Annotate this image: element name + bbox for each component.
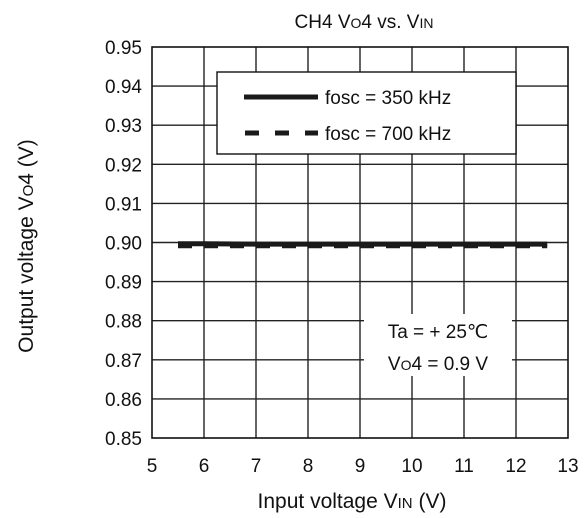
y-tick-label-5: 0.90 [105, 234, 142, 255]
annotation-1-part-0: V [388, 354, 401, 375]
chart-title: CH4 VO4 vs. VIN [295, 12, 434, 33]
y-tick-label-9: 0.94 [105, 77, 142, 98]
chart-title-part-2: 4 vs. V [361, 12, 419, 33]
series-layer [178, 241, 548, 249]
legend: fosc = 350 kHz fosc = 700 kHz [216, 71, 517, 155]
x-axis-label-part-2: (V) [413, 490, 447, 513]
y-axis-label-part-2: 4 (V) [15, 139, 38, 185]
x-tick-label-4: 9 [355, 456, 366, 477]
y-tick-label-7: 0.92 [105, 155, 142, 176]
y-axis-label-part-0: Output voltage V [15, 196, 38, 352]
legend-box [216, 71, 517, 155]
x-tick-label-1: 6 [199, 456, 210, 477]
annotation-0: Ta = + 25℃ [388, 322, 489, 343]
y-axis-label-part-1: O [20, 185, 37, 197]
plot-frame [151, 46, 569, 439]
legend-label-1: fosc = 700 kHz [325, 124, 451, 145]
annotation-1: VO4 = 0.9 V [388, 354, 488, 375]
y-tick-label-3: 0.88 [105, 312, 142, 333]
chart-title-part-1: O [351, 15, 362, 31]
x-tick-label-0: 5 [147, 456, 158, 477]
x-tick-label-7: 12 [505, 456, 526, 477]
x-axis-label-part-0: Input voltage V [258, 490, 398, 513]
x-tick-label-2: 7 [251, 456, 262, 477]
y-tick-label-2: 0.87 [105, 351, 142, 372]
x-tick-label-6: 11 [454, 456, 474, 477]
chart-title-part-3: IN [419, 15, 433, 31]
y-tick-label-8: 0.93 [105, 116, 142, 137]
chart-title-part-0: CH4 V [295, 12, 351, 33]
x-tick-label-3: 8 [303, 456, 314, 477]
y-tick-label-0: 0.85 [105, 429, 142, 450]
y-tick-label-4: 0.89 [105, 273, 142, 294]
annotation-1-part-1: O [401, 357, 412, 373]
x-tick-label-5: 10 [401, 456, 422, 477]
annotations: Ta = + 25℃ VO4 = 0.9 V [364, 314, 512, 376]
tick-labels: 5 6 7 8 9 10 11 12 13 0.85 0.86 0.87 0.88 0.89 0.90 0.9… [105, 38, 579, 477]
y-tick-label-6: 0.91 [105, 194, 142, 215]
x-tick-label-8: 13 [557, 456, 578, 477]
y-tick-label-1: 0.86 [105, 390, 142, 411]
y-axis-label: Output voltage VO4 (V) [15, 139, 38, 353]
plot-border [151, 46, 569, 439]
legend-label-0: fosc = 350 kHz [325, 88, 451, 109]
annotation-0-part-0: Ta = + 25℃ [388, 322, 489, 343]
y-tick-label-10: 0.95 [105, 38, 142, 59]
x-axis-label: Input voltage VIN (V) [258, 490, 447, 513]
annotation-backdrop [364, 314, 512, 376]
x-axis-label-part-1: IN [398, 495, 413, 512]
annotation-1-part-2: 4 = 0.9 V [411, 354, 488, 375]
